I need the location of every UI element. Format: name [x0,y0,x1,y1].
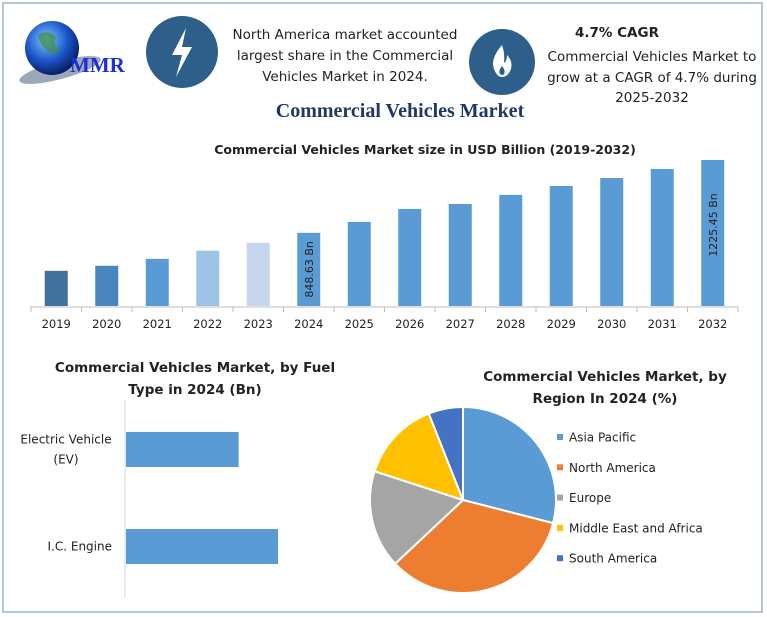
bar-2032 [701,160,725,306]
x-tick-label: 2024 [294,317,323,331]
bar-2028 [499,194,523,306]
x-tick-label: 2032 [698,317,727,331]
data-label-2032: 1225.45 Bn [707,193,720,257]
bar-2021 [145,258,169,306]
bar-2022 [196,250,220,306]
pie-slice-europe [369,470,465,566]
lightning-icon [172,28,192,77]
pie-slice-south-america [427,405,464,501]
data-label-2024: 848.63 Bn [303,241,316,298]
legend-label: North America [569,461,656,475]
region-pie-chart: Asia Pacific North America Europe Middle Ea… [369,405,703,594]
x-tick-label: 2020 [92,317,121,331]
legend-label: Middle East and Africa [569,521,703,535]
info1-line: North America market accounted [233,27,458,43]
info2-line: Commercial Vehicles Market to [548,49,757,65]
fuel-chart-title: Commercial Vehicles Market, by Fuel [55,360,335,376]
x-tick-label: 2027 [446,317,475,331]
size-chart-title: Commercial Vehicles Market size in USD B… [214,142,636,157]
legend-label: Europe [569,491,611,505]
bar-2026 [398,208,422,306]
x-tick-label: 2023 [244,317,273,331]
bar-i-c-engine [126,529,278,564]
x-tick-label: 2026 [395,317,424,331]
legend-label: South America [569,552,657,566]
flame-icon [493,45,512,77]
legend-marker [557,555,563,562]
legend-label: Asia Pacific [569,431,636,445]
fuel-bar-chart: Electric Vehicle (EV) I.C. Engine [20,400,278,598]
legend-marker [557,434,563,440]
bar-2020 [95,265,119,306]
bar-2029 [549,185,573,306]
bar-2031 [650,168,674,306]
x-tick-label: 2019 [42,317,71,331]
legend-marker [557,524,563,531]
region-chart-title: Region In 2024 (%) [533,391,678,407]
info2-line: 2025-2032 [615,90,689,106]
bar-2019 [44,270,68,306]
pie-slice-north-america [393,498,555,594]
x-tick-label: 2031 [648,317,677,331]
category-label: I.C. Engine [48,540,113,554]
x-tick-label: 2021 [143,317,172,331]
size-bar-chart: 2019 2020 2021 2022 2023 2024 848.63 Bn 2025 202… [30,160,739,331]
logo-text: MMR [70,53,126,77]
x-tick-label: 2025 [345,317,374,331]
x-tick-label: 2030 [597,317,626,331]
pie-slice-middle-east-and-africa [373,412,465,502]
info2-line: grow at a CAGR of 4.7% during [547,70,757,86]
pie-slice-asia-pacific [462,405,557,525]
x-tick-label: 2028 [496,317,525,331]
legend-marker [557,464,563,471]
x-tick-label: 2029 [547,317,576,331]
bar-2027 [448,203,472,306]
bar-2025 [347,221,371,306]
info1-line: largest share in the Commercial [237,48,453,64]
fuel-chart-title: Type in 2024 (Bn) [128,382,261,398]
bar-2024 [297,232,321,306]
x-tick-label: 2022 [193,317,222,331]
mmr-logo: MMR [19,21,126,84]
bar-electric-vehicle [126,432,239,467]
legend-marker [557,494,563,501]
bar-2030 [600,178,624,306]
bar-2023 [246,242,270,306]
category-label: Electric Vehicle [20,433,111,447]
cagr-heading: 4.7% CAGR [575,25,660,41]
region-chart-title: Commercial Vehicles Market, by [483,369,727,385]
main-title: Commercial Vehicles Market [276,100,525,122]
info1-line: Vehicles Market in 2024. [262,69,428,85]
category-label: (EV) [53,453,78,467]
